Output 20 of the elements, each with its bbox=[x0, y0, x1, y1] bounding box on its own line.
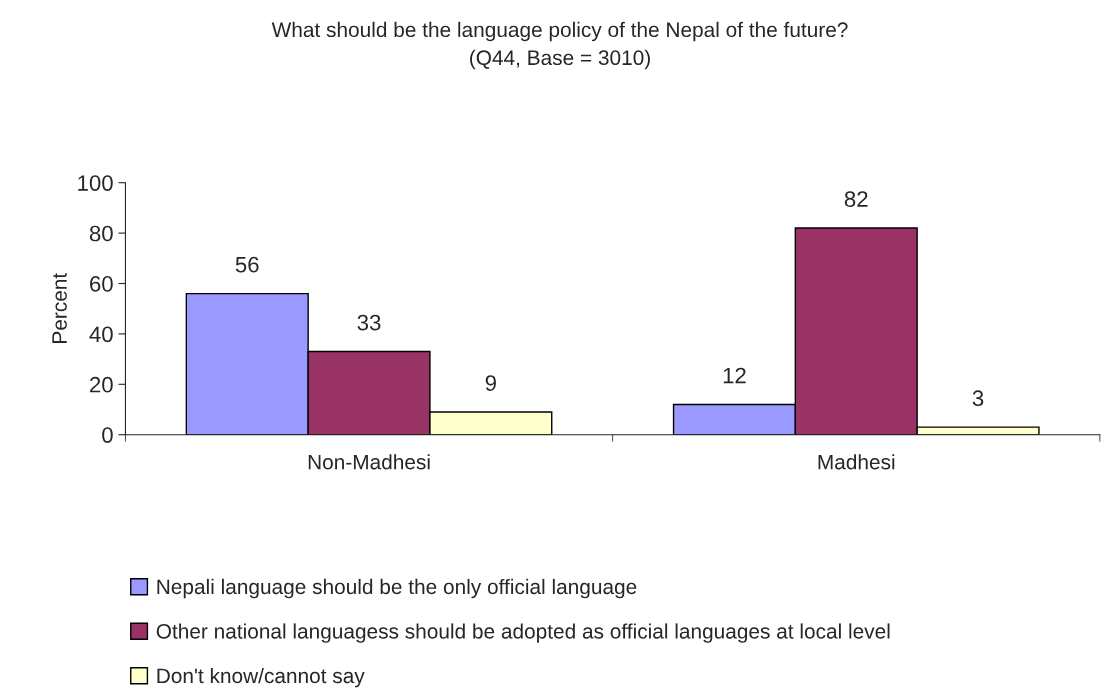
x-tick-label: Madhesi bbox=[818, 454, 895, 470]
data-label: 82 bbox=[844, 191, 868, 207]
legend-label: Nepali language should be the only official language bbox=[157, 578, 637, 599]
y-tick-label: 40 bbox=[89, 326, 113, 343]
data-label: 9 bbox=[485, 375, 496, 391]
data-label: 33 bbox=[357, 314, 381, 331]
data-label: 56 bbox=[235, 256, 259, 273]
chart-subtitle: (Q44, Base = 3010) bbox=[470, 49, 650, 70]
chart-title: What should be the language policy of the Nepal of the future? bbox=[271, 21, 848, 42]
x-tick-label: Non-Madhesi bbox=[308, 454, 430, 470]
legend-label: Other national languagess should be adopted as official languages at local level bbox=[156, 623, 890, 643]
y-tick-label: 0 bbox=[102, 427, 113, 443]
y-tick-label: 80 bbox=[89, 225, 113, 242]
y-tick-label: 60 bbox=[90, 276, 113, 292]
data-label: 12 bbox=[723, 367, 746, 384]
y-tick-label: 20 bbox=[90, 376, 113, 393]
legend-label: Don't know/cannot say bbox=[157, 667, 365, 688]
y-axis-title: Percent bbox=[52, 272, 67, 343]
data-label: 3 bbox=[972, 390, 984, 407]
y-tick-label: 100 bbox=[78, 175, 113, 191]
